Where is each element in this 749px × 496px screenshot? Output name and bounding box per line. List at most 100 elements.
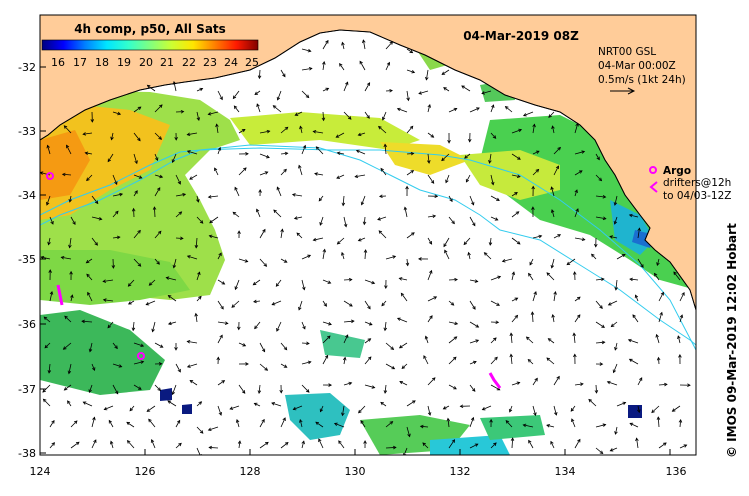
current-vector-head (322, 248, 327, 253)
colorbar-tick: 23 (203, 56, 217, 69)
current-vector-head (407, 433, 411, 438)
current-vector (276, 321, 282, 332)
current-vector-head (245, 362, 249, 366)
current-vector (469, 361, 477, 365)
current-vector-head (343, 223, 348, 228)
current-vector-head (299, 125, 303, 130)
current-vector (196, 195, 199, 203)
current-vector (528, 440, 534, 449)
current-vector-head (196, 198, 200, 203)
current-vector-head (535, 150, 540, 154)
current-vector-head (534, 377, 538, 382)
current-vector-head (434, 194, 439, 199)
current-vector (343, 382, 352, 386)
plot-frame (39, 14, 697, 456)
current-vector-head (102, 279, 107, 283)
current-vector-head (86, 177, 90, 182)
current-vector (238, 342, 246, 347)
current-vector (418, 90, 429, 95)
current-vector-head (551, 125, 555, 130)
argo-floats (46, 172, 502, 389)
colorbar-tick: 16 (51, 56, 65, 69)
current-vector-head (299, 418, 303, 423)
current-vector-head (131, 207, 136, 212)
current-vector (448, 300, 454, 306)
current-vector-head (341, 41, 345, 46)
current-vector-head (319, 408, 324, 413)
current-vector (551, 209, 555, 218)
current-vector (595, 341, 605, 344)
x-tick-label: 136 (666, 465, 687, 478)
current-vector (64, 125, 72, 134)
current-vector (611, 321, 618, 327)
current-vector (89, 342, 93, 352)
current-vector (209, 235, 219, 239)
current-vector-head (572, 271, 577, 275)
current-vector-head (494, 217, 499, 221)
current-vector (427, 215, 436, 218)
current-vector (527, 359, 534, 365)
current-vector-head (366, 115, 370, 119)
current-vector (423, 355, 429, 365)
current-vector (44, 342, 51, 349)
current-vector (107, 153, 114, 162)
current-vector (679, 314, 683, 323)
current-vector (637, 258, 644, 268)
current-vector (359, 61, 366, 71)
current-vector-head (476, 107, 480, 111)
current-vector-head (653, 272, 658, 277)
argo-float (137, 352, 145, 360)
current-vector (146, 405, 156, 412)
current-vector (217, 90, 223, 100)
current-vector (70, 295, 73, 302)
current-vector-head (242, 343, 247, 347)
current-vector-head (660, 291, 664, 296)
current-vector-head (312, 130, 317, 134)
current-vector (574, 151, 585, 155)
current-vector (254, 403, 261, 407)
current-vector (341, 252, 345, 260)
current-vector-head (575, 122, 579, 127)
current-vector (343, 357, 346, 365)
current-vector (364, 249, 367, 260)
current-vector (63, 342, 72, 350)
current-vector-head (283, 168, 287, 173)
current-vector-head (298, 306, 302, 311)
current-vector (196, 216, 204, 224)
current-vector (296, 232, 303, 239)
current-vector-head (557, 146, 561, 151)
current-vector-head (594, 390, 599, 394)
current-vector (356, 150, 366, 155)
current-vector-head (208, 445, 213, 450)
current-vector-head (324, 354, 329, 359)
current-vector-head (546, 357, 551, 361)
current-vector (216, 124, 219, 134)
current-vector (358, 132, 366, 136)
current-vector-head (86, 273, 90, 278)
current-vector (49, 216, 54, 225)
current-vector (595, 216, 606, 220)
current-vector (511, 237, 521, 245)
current-vector-head (75, 441, 80, 446)
current-vector-head (514, 314, 519, 319)
current-vector (128, 300, 135, 305)
current-vector (91, 363, 95, 371)
current-vector-head (241, 128, 246, 133)
current-vector-head (207, 427, 212, 432)
current-vector (566, 258, 576, 266)
current-vector-head (471, 201, 475, 206)
current-vector (322, 87, 329, 92)
current-vector (280, 169, 287, 176)
current-vector-head (229, 406, 234, 410)
current-vector-head (276, 96, 281, 101)
current-vector-head (527, 358, 532, 363)
current-vector-head (92, 416, 96, 421)
current-vector (217, 380, 225, 386)
current-vector (532, 235, 542, 239)
current-vector (238, 258, 248, 262)
current-vector-head (431, 377, 436, 381)
current-vector (86, 174, 93, 181)
current-vector-head (109, 440, 114, 445)
current-vector-head (574, 189, 578, 194)
current-vector (385, 363, 395, 370)
